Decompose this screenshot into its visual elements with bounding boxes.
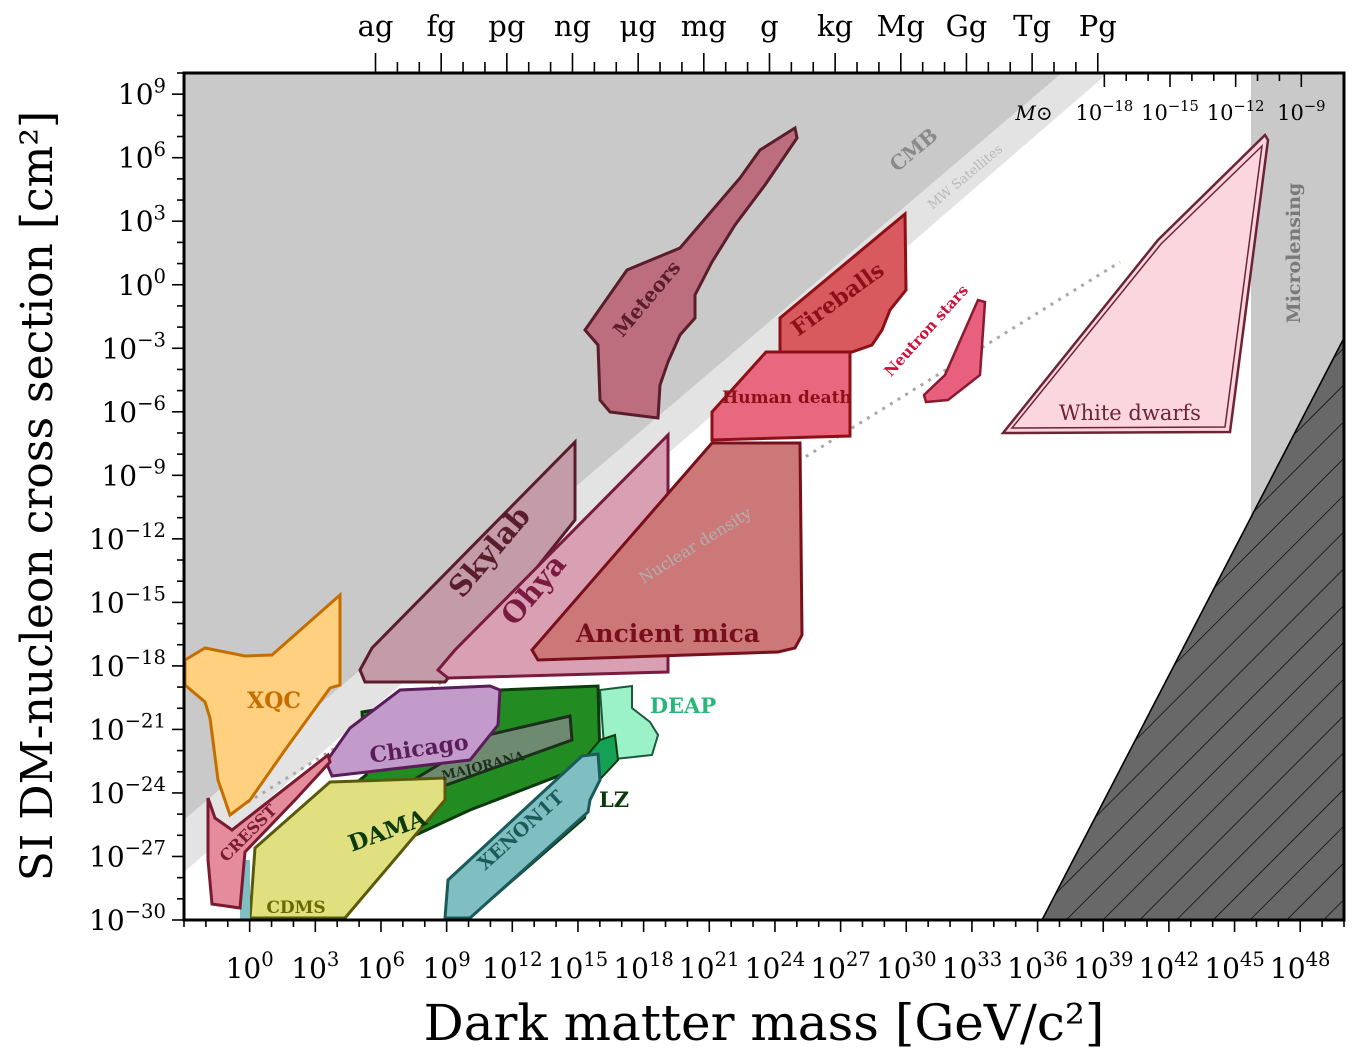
x-tick-label: 1048 <box>1270 948 1331 985</box>
y-tick-label: 100 <box>118 265 166 302</box>
y-tick-label: 10−15 <box>89 583 166 620</box>
x-tick-label: 1024 <box>745 948 806 985</box>
label-ancient-mica: Ancient mica <box>575 619 760 648</box>
label-microlensing: Microlensing <box>1283 183 1305 324</box>
x-tick-label: 1021 <box>679 948 740 985</box>
region-teal-strip <box>240 860 250 920</box>
top-tick-label: ag <box>358 9 394 43</box>
top-tick-label: μg <box>619 9 656 43</box>
y-tick-label: 10−6 <box>101 392 166 429</box>
y-tick-label: 106 <box>118 138 166 175</box>
label-lz: LZ <box>599 787 629 812</box>
solar-tick-label: 10−18 <box>1075 98 1133 125</box>
label-deap: DEAP <box>650 693 717 718</box>
y-tick-label: 10−24 <box>89 773 166 810</box>
label-cdms: CDMS <box>266 898 325 918</box>
plot-area: CMB MW Satellites Microlensing Meteors F… <box>184 73 1344 920</box>
x-tick-label: 1039 <box>1073 948 1134 985</box>
label-xqc: XQC <box>247 688 301 714</box>
region-cresst <box>206 752 332 910</box>
y-axis-title: SI DM-nucleon cross section [cm²] <box>12 111 63 881</box>
y-tick-label: 109 <box>118 74 166 111</box>
x-tick-label: 1027 <box>810 948 871 985</box>
y-tick-label: 10−3 <box>101 329 166 366</box>
top-tick-label: Mg <box>877 9 925 43</box>
x-tick-label: 109 <box>423 948 471 985</box>
x-tick-label: 1018 <box>613 948 674 985</box>
top-tick-label: ng <box>554 9 591 43</box>
y-axis: 109 106 103 100 10−3 10−6 10−9 10−12 10−15 10−18 1… <box>89 72 184 937</box>
y-tick-label: 10−30 <box>89 900 166 937</box>
x-tick-label: 100 <box>226 948 274 985</box>
top-tick-label: Tg <box>1013 9 1051 43</box>
solar-mass-axis: 10−18 10−15 10−12 10−9 <box>1075 73 1326 125</box>
region-white-dwarfs <box>1000 132 1270 435</box>
region-black-hole <box>1041 337 1344 920</box>
solar-tick-label: 10−15 <box>1141 98 1199 125</box>
x-tick-label: 103 <box>291 948 339 985</box>
top-mass-axis: ag fg pg ng μg mg g kg Mg Gg Tg Pg <box>358 9 1117 74</box>
x-tick-label: 1045 <box>1204 948 1265 985</box>
x-tick-label: 106 <box>357 948 405 985</box>
x-tick-label: 1012 <box>482 948 543 985</box>
region-human-death <box>710 350 852 442</box>
x-axis-title: Dark matter mass [GeV/c²] <box>424 994 1105 1052</box>
top-tick-label: g <box>760 9 779 43</box>
y-tick-label: 103 <box>118 201 166 238</box>
solar-mass-symbol: M⊙ <box>1014 101 1052 125</box>
y-tick-label: 10−12 <box>89 519 166 556</box>
label-human-death: Human death <box>722 388 852 408</box>
top-tick-label: Pg <box>1079 9 1117 43</box>
x-tick-label: 1015 <box>548 948 609 985</box>
label-white-dwarfs: White dwarfs <box>1059 401 1201 425</box>
top-tick-label: fg <box>427 9 456 43</box>
x-tick-label: 1036 <box>1007 948 1068 985</box>
top-tick-label: pg <box>488 9 525 43</box>
top-tick-label: Gg <box>946 9 988 43</box>
y-tick-label: 10−21 <box>89 710 166 747</box>
region-chicago <box>324 684 502 778</box>
region-skylab <box>358 438 577 684</box>
x-tick-label: 1033 <box>942 948 1003 985</box>
region-xenon1t <box>443 752 602 920</box>
top-tick-label: mg <box>681 9 727 43</box>
region-ancient-mica <box>530 441 804 662</box>
x-tick-label: 1030 <box>876 948 937 985</box>
region-meteors <box>583 125 799 420</box>
solar-tick-label: 10−12 <box>1207 98 1265 125</box>
x-tick-label: 1042 <box>1139 948 1200 985</box>
y-tick-label: 10−9 <box>101 456 166 493</box>
y-tick-label: 10−18 <box>89 646 166 683</box>
region-cdms <box>248 776 447 920</box>
y-tick-label: 10−27 <box>89 837 166 874</box>
region-neutron-stars <box>922 298 987 404</box>
solar-tick-label: 10−9 <box>1277 98 1325 125</box>
region-xqc <box>184 591 342 818</box>
top-tick-label: kg <box>817 9 853 43</box>
x-axis: 100 103 106 109 1012 1015 1018 1021 1024 1027 1030… <box>183 920 1345 985</box>
